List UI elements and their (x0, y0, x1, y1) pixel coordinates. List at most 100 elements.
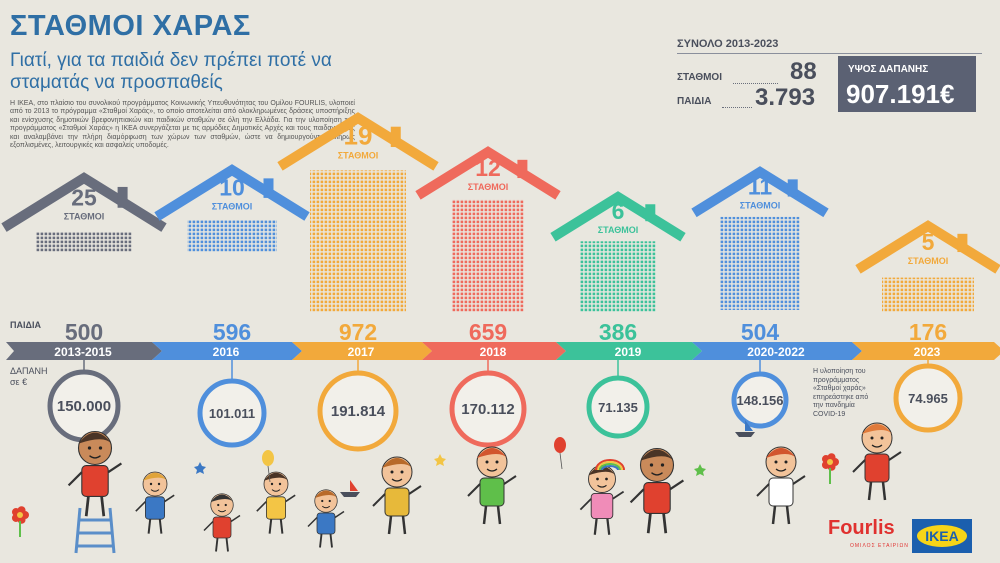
kids-count-2023: 176 (909, 319, 947, 345)
child-smile (597, 484, 607, 488)
doodle-balloon (262, 450, 274, 483)
child-smile (271, 489, 281, 492)
child-figure-9 (629, 447, 685, 534)
cost-value-2018: 170.112 (461, 401, 514, 418)
kids-count-2020-2022: 504 (741, 319, 780, 345)
cost-value-2017: 191.814 (331, 403, 386, 420)
child-leg (279, 519, 284, 534)
cost-circles-layer: 150.000 101.011 191.814 170.112 71.135 148.15… (47, 360, 963, 452)
child-eye (870, 436, 874, 440)
cost-circle-2020-2022 (731, 371, 789, 429)
child-body (768, 477, 794, 507)
child-leg (646, 513, 652, 534)
child-hair (862, 424, 892, 434)
fourlis-logo: Fourlis (828, 517, 895, 539)
kids-illustration (11, 420, 902, 554)
child-body (479, 477, 505, 507)
ikea-logo: IKEA (912, 519, 972, 553)
ladder-rail (108, 507, 116, 554)
child-eye (400, 470, 404, 474)
house-body-dots (580, 241, 656, 312)
period-label-2023: 2023 (914, 345, 941, 359)
child-arm (372, 493, 386, 507)
cost-value-2020-2022: 148.156 (737, 393, 784, 408)
cost-value-2019: 71.135 (598, 400, 638, 415)
child-arm (467, 483, 481, 497)
child-smile (871, 444, 883, 448)
page-subtitle: Γιατί, για τα παιδιά δεν πρέπει ποτέ να … (10, 50, 332, 93)
child-eye (217, 503, 220, 507)
house-body-dots (720, 216, 800, 310)
child-smile (321, 505, 331, 509)
child-body (384, 487, 410, 517)
cost-circle-2019 (586, 375, 650, 439)
rainbow-arc (599, 463, 621, 471)
kids-count-2017: 972 (339, 319, 377, 345)
child-eye (98, 446, 103, 450)
doodle-boat (340, 480, 360, 497)
child-arm (307, 516, 318, 528)
period-label-2017: 2017 (348, 345, 375, 359)
doodle-rainbow (595, 459, 625, 471)
fourlis-logo-subtitle: ΟΜΙΛΟΣ ΕΤΑΙΡΙΩΝ (850, 543, 909, 549)
child-smile (775, 468, 787, 472)
child-figure-2 (135, 471, 175, 534)
house-body-dots (36, 231, 132, 252)
child-arm (792, 475, 806, 485)
child-leg (662, 513, 668, 534)
child-figure-6 (372, 456, 422, 535)
house-roof (550, 191, 686, 242)
flower-center (17, 512, 23, 518)
totals-stations-dots (733, 82, 778, 84)
period-label-2016: 2016 (213, 345, 240, 359)
child-arm (285, 494, 296, 503)
totals-heading: ΣΥΝΟΛΟ 2013-2023 (677, 38, 779, 50)
child-arm (503, 475, 517, 485)
child-leg (606, 518, 611, 535)
station-count: 19 (344, 121, 373, 151)
child-body (212, 516, 232, 539)
timeline-segment-2016 (152, 342, 302, 360)
child-eye (596, 477, 599, 481)
station-word: ΣΤΑΘΜΟΙ (598, 225, 639, 235)
child-leg (593, 518, 598, 535)
period-label-2013-2015: 2013-2015 (54, 345, 112, 359)
house-chimney (787, 179, 798, 197)
child-hair (143, 472, 167, 481)
house-chimney (957, 233, 968, 253)
child-leg (147, 519, 152, 534)
totals-kids-dots (722, 106, 752, 108)
child-arm (888, 451, 902, 461)
child-leg (215, 537, 219, 552)
station-word: ΣΤΑΘΜΟΙ (212, 202, 253, 212)
houses-layer: 25ΣΤΑΘΜΟΙ50010ΣΤΑΘΜΟΙ59619ΣΤΑΘΜΟΙ97212ΣΤ… (1, 112, 1000, 345)
child-figure-3 (203, 493, 241, 552)
totals-stations-label: ΣΤΑΘΜΟΙ (677, 72, 722, 83)
flower-center (827, 459, 833, 465)
child-arm (756, 483, 770, 497)
rainbow-arc (597, 461, 623, 471)
child-leg (84, 496, 90, 517)
child-eye (328, 499, 331, 503)
cost-circle-2018 (449, 370, 527, 448)
star-shape (434, 454, 446, 466)
kids-count-2019: 386 (599, 319, 637, 345)
child-arm (67, 471, 83, 487)
cost-value-2023: 74.965 (908, 391, 948, 406)
star-shape (194, 462, 206, 474)
child-leg (785, 505, 791, 525)
cost-circle-2016 (197, 378, 267, 448)
station-count: 11 (748, 174, 773, 200)
child-smile (217, 509, 227, 513)
total-cost-value: 907.191€ (846, 79, 955, 109)
period-label-2019: 2019 (615, 345, 642, 359)
child-leg (771, 505, 777, 525)
child-arm (334, 510, 345, 519)
ladder (74, 507, 116, 554)
child-eye (321, 499, 324, 503)
child-smile (89, 455, 101, 459)
house-chimney (263, 178, 274, 198)
